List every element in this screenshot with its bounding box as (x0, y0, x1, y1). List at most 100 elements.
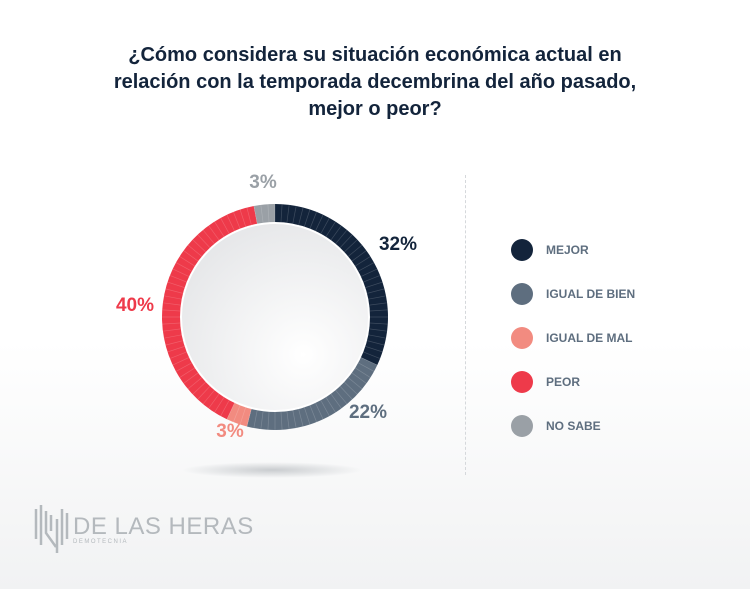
donut-center (180, 222, 370, 412)
ring-tick (292, 410, 297, 429)
ring-tick (330, 225, 342, 241)
ring-tick (286, 204, 290, 223)
ring-tick (246, 408, 252, 427)
ring-tick (355, 367, 371, 378)
ring-tick (192, 381, 206, 395)
ring-tick (304, 407, 311, 425)
ring-tick (369, 328, 388, 332)
ring-tick (214, 221, 225, 237)
logo-subtitle: DEMOTECNIA (73, 539, 129, 545)
ring-tick (309, 405, 317, 423)
ring-tick (220, 217, 230, 234)
ring-tick (347, 377, 363, 390)
ring-tick (183, 250, 199, 262)
legend-swatch (511, 283, 533, 305)
ring-tick (351, 250, 367, 262)
ring-tick (162, 302, 181, 306)
ring-tick (369, 322, 388, 325)
ring-tick (169, 275, 187, 283)
ring-tick (358, 362, 375, 372)
data-label: 3% (216, 421, 244, 442)
ring-tick (365, 281, 383, 288)
ring-tick (167, 281, 185, 288)
ring-tick (366, 340, 385, 346)
legend-item: IGUAL DE MAL (511, 316, 635, 360)
ring-tick (280, 411, 283, 430)
data-label: 32% (379, 234, 417, 255)
ring-tick (165, 340, 184, 346)
ring-tick (320, 217, 330, 234)
ring-tick (339, 386, 353, 400)
legend-label: NO SABE (546, 419, 601, 433)
ring-tick (365, 346, 383, 353)
divider (465, 175, 466, 475)
ring-tick (253, 410, 258, 429)
ring-tick (162, 322, 181, 325)
ring-tick (162, 328, 181, 332)
ring-tick (368, 334, 387, 339)
title-line: ¿Cómo considera su situación económica a… (128, 44, 622, 66)
ring-tick (202, 229, 215, 245)
title-line: relación con la temporada decembrina del… (113, 71, 637, 93)
legend-label: IGUAL DE MAL (546, 331, 633, 345)
ring-tick (179, 367, 195, 378)
data-label: 22% (349, 402, 387, 423)
ring-tick (208, 225, 220, 241)
ring-tick (233, 405, 241, 423)
ring-tick (175, 262, 192, 272)
legend-swatch (511, 239, 533, 261)
chart-shadow (182, 462, 362, 478)
legend-item: NO SABE (511, 404, 635, 448)
ring-tick (253, 205, 258, 224)
ring-tick (347, 244, 363, 257)
ring-tick (175, 362, 192, 372)
legend-swatch (511, 327, 533, 349)
slice-mejor (275, 204, 388, 366)
ring-tick (202, 389, 215, 405)
legend-swatch (511, 371, 533, 393)
ring-tick (267, 411, 270, 430)
ring-tick (163, 295, 182, 300)
ring-tick (315, 214, 324, 232)
ring-tick (183, 372, 199, 384)
ring-tick (368, 295, 387, 300)
ring-tick (286, 411, 290, 430)
ring-tick (339, 234, 353, 248)
ring-tick (179, 256, 195, 267)
ring-tick (309, 211, 317, 229)
ring-tick (187, 377, 203, 390)
legend-label: PEOR (546, 375, 581, 389)
ring-tick (162, 309, 181, 312)
ring-tick (192, 239, 206, 253)
data-label: 3% (249, 172, 277, 193)
ring-tick (369, 309, 388, 312)
ring-tick (325, 221, 336, 237)
ring-tick (226, 402, 235, 420)
logo: DE LAS HERAS DEMOTECNIA (33, 505, 254, 555)
ring-tick (260, 411, 264, 430)
data-label: 40% (116, 295, 154, 316)
ring-tick (351, 372, 367, 384)
ring-tick (165, 288, 184, 294)
title-line: mejor o peor? (308, 98, 442, 120)
ring-tick (233, 211, 241, 229)
logo-name: DE LAS HERAS (73, 513, 254, 540)
ring-tick (320, 400, 330, 417)
ring-tick (304, 209, 311, 227)
slice-no-sabe (253, 204, 275, 225)
ring-tick (363, 351, 381, 359)
ring-tick (315, 402, 324, 420)
ring-tick (360, 357, 378, 366)
slice-igual-de-mal (226, 402, 252, 427)
ring-tick (239, 407, 246, 425)
chart-title: ¿Cómo considera su situación económica a… (60, 42, 690, 123)
ring-tick (298, 207, 304, 226)
ring-tick (358, 262, 375, 272)
ring-tick (169, 351, 187, 359)
ring-tick (220, 400, 230, 417)
legend: MEJOR IGUAL DE BIEN IGUAL DE MAL PEOR NO SAB… (511, 228, 635, 448)
ring-tick (335, 389, 348, 405)
ring-tick (208, 393, 220, 409)
ring-tick (197, 234, 211, 248)
